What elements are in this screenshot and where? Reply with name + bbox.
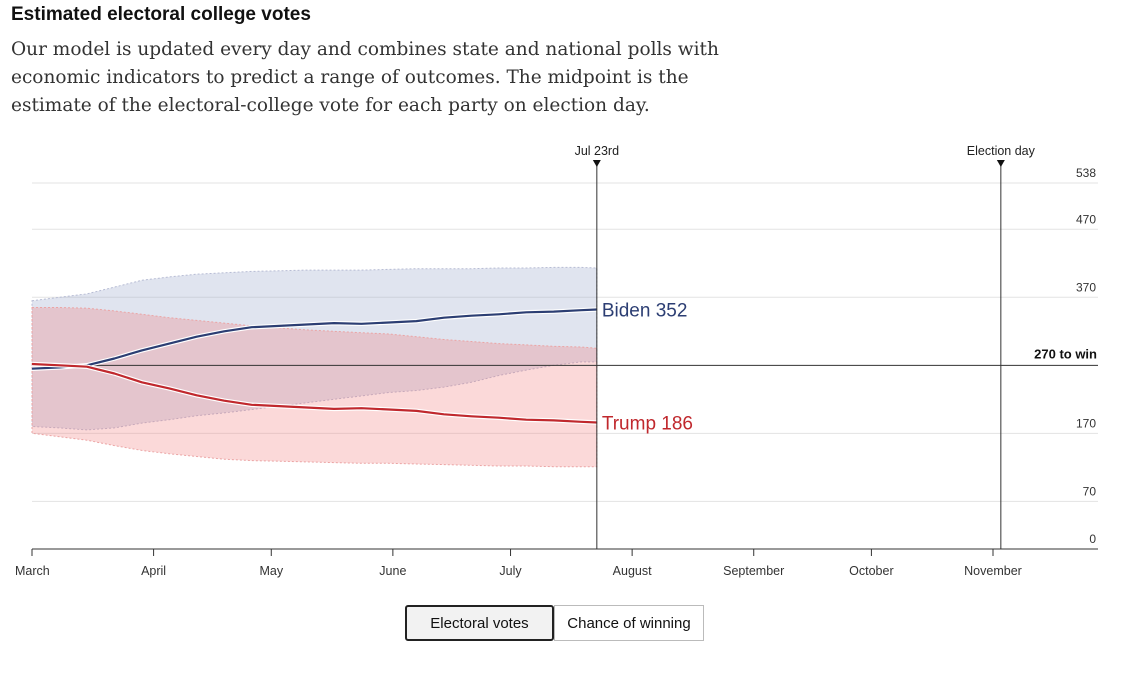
marker-arrow-1: [996, 160, 1005, 167]
y-tick-label-0: 0: [1089, 532, 1096, 546]
x-tick-label-june: June: [379, 564, 406, 578]
x-tick-label-july: July: [499, 564, 522, 578]
electoral-chart: March April May June July August September Octo…: [15, 144, 1098, 578]
uncertainty-bands: [31, 266, 598, 468]
date-markers: Jul 23rd Election day: [575, 144, 1036, 549]
y-tick-label-70: 70: [1083, 484, 1097, 498]
trump-line: [31, 362, 597, 424]
series-lines: [31, 307, 597, 425]
x-tick-label-october: October: [849, 564, 893, 578]
x-tick-label-march: March: [15, 564, 50, 578]
y-tick-label-370: 370: [1076, 280, 1096, 294]
marker-label-0: Jul 23rd: [575, 144, 620, 158]
marker-label-1: Election day: [967, 144, 1036, 158]
x-tick-label-september: September: [723, 564, 784, 578]
x-tick-label-april: April: [141, 564, 166, 578]
threshold-line: 270 to win: [32, 346, 1098, 366]
biden-end-label: Biden 352: [602, 301, 688, 322]
y-tick-label-470: 470: [1076, 212, 1096, 226]
y-tick-label-170: 170: [1076, 416, 1096, 430]
chart-title: Estimated electoral college votes: [11, 4, 311, 25]
series-end-labels: Biden 352 Trump 186: [602, 301, 693, 435]
y-axis-labels: 538 470 370 170 70 0: [1076, 166, 1096, 546]
y-tick-label-538: 538: [1076, 166, 1096, 180]
chart-description: Our model is updated every day and combi…: [11, 39, 719, 116]
biden-line: [31, 308, 597, 370]
x-tick-label-may: May: [259, 564, 283, 578]
grid-lines: [32, 182, 1098, 502]
chance-of-winning-button[interactable]: Chance of winning: [554, 605, 704, 641]
x-tick-label-august: August: [613, 564, 652, 578]
trump-end-label: Trump 186: [602, 413, 693, 434]
x-tick-label-november: November: [964, 564, 1022, 578]
threshold-label: 270 to win: [1034, 346, 1097, 361]
electoral-votes-button[interactable]: Electoral votes: [405, 605, 554, 641]
x-axis: March April May June July August September Octo…: [15, 548, 1098, 578]
marker-arrow-0: [592, 160, 601, 167]
